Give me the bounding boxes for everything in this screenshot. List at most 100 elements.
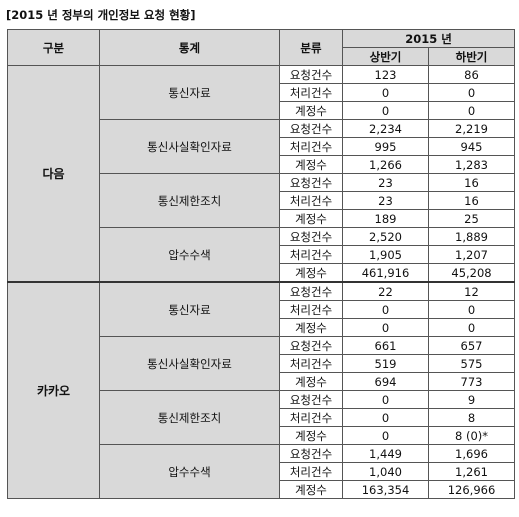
table-row: 처리건수 0 8 — [8, 408, 515, 427]
row-label: 계정수 — [279, 263, 343, 283]
category-name: 통신자료 — [99, 281, 280, 337]
row-label: 처리건수 — [279, 137, 343, 156]
row-label: 처리건수 — [279, 191, 343, 210]
row-label: 계정수 — [279, 101, 343, 120]
row-label: 처리건수 — [279, 245, 343, 264]
row-label: 요청건수 — [279, 281, 343, 301]
row-label: 계정수 — [279, 480, 343, 499]
second-half-value: 25 — [428, 209, 515, 228]
first-half-value: 2,520 — [342, 227, 429, 246]
privacy-request-table: 구분 통계 분류 2015 년 상반기 하반기 다음 통신자료 요청건수 123 86 처… — [7, 29, 515, 499]
row-label: 처리건수 — [279, 83, 343, 102]
group-name: 다음 — [7, 65, 100, 283]
first-half-value: 23 — [342, 173, 429, 192]
header-first-half: 상반기 — [342, 47, 429, 66]
second-half-value: 0 — [428, 83, 515, 102]
category-name: 압수수색 — [99, 444, 280, 499]
second-half-value: 945 — [428, 137, 515, 156]
second-half-value: 0 — [428, 101, 515, 120]
second-half-value: 16 — [428, 173, 515, 192]
table-row: 통신사실확인자료 요청건수 2,234 2,219 — [8, 119, 515, 174]
table-row: 다음 통신자료 요청건수 123 86 — [7, 65, 515, 283]
table-row: 계정수 189 25 — [8, 209, 515, 228]
table-row: 처리건수 519 575 — [8, 354, 515, 373]
table-row: 통신사실확인자료 요청건수 661 657 — [8, 336, 515, 391]
table-row: 처리건수 1,905 1,207 — [8, 245, 515, 264]
category-name: 통신제한조치 — [99, 173, 280, 228]
table-row: 압수수색 요청건수 2,520 1,889 — [8, 227, 515, 283]
table-row: 처리건수 1,040 1,261 — [8, 462, 515, 481]
first-half-value: 22 — [342, 281, 429, 301]
first-half-value: 995 — [342, 137, 429, 156]
second-half-value: 8 (0)* — [428, 426, 515, 445]
table-row: 카카오 통신자료 요청건수 22 12 — [7, 281, 515, 499]
first-half-value: 1,905 — [342, 245, 429, 264]
second-half-value: 2,219 — [428, 119, 515, 138]
first-half-value: 0 — [342, 426, 429, 445]
table-body: 다음 통신자료 요청건수 123 86 처리건수 0 0 계정수 0 0 통신사실확인자료 요청건수 2,… — [7, 65, 515, 499]
row-label: 계정수 — [279, 155, 343, 174]
row-label: 요청건수 — [279, 173, 343, 192]
row-label: 요청건수 — [279, 390, 343, 409]
first-half-value: 23 — [342, 191, 429, 210]
header-year: 2015 년 — [342, 29, 515, 48]
first-half-value: 2,234 — [342, 119, 429, 138]
first-half-value: 189 — [342, 209, 429, 228]
row-label: 처리건수 — [279, 462, 343, 481]
row-label: 처리건수 — [279, 300, 343, 319]
second-half-value: 1,696 — [428, 444, 515, 463]
second-half-value: 1,283 — [428, 155, 515, 174]
first-half-value: 0 — [342, 408, 429, 427]
row-label: 계정수 — [279, 209, 343, 228]
table-row: 계정수 694 773 — [8, 372, 515, 391]
second-half-value: 9 — [428, 390, 515, 409]
first-half-value: 461,916 — [342, 263, 429, 283]
second-half-value: 0 — [428, 318, 515, 337]
row-label: 요청건수 — [279, 119, 343, 138]
table-row: 계정수 163,354 126,966 — [8, 480, 515, 499]
second-half-value: 657 — [428, 336, 515, 355]
table-row: 계정수 0 0 — [8, 101, 515, 120]
table-row: 압수수색 요청건수 1,449 1,696 — [8, 444, 515, 499]
first-half-value: 123 — [342, 65, 429, 84]
first-half-value: 0 — [342, 83, 429, 102]
first-half-value: 1,266 — [342, 155, 429, 174]
table-row: 처리건수 23 16 — [8, 191, 515, 210]
table-row: 통신제한조치 요청건수 0 9 — [8, 390, 515, 445]
table-row: 처리건수 995 945 — [8, 137, 515, 156]
group-name: 카카오 — [7, 281, 100, 499]
row-label: 요청건수 — [279, 336, 343, 355]
first-half-value: 0 — [342, 390, 429, 409]
second-half-value: 8 — [428, 408, 515, 427]
page-title: [2015 년 정부의 개인정보 요청 현황] — [6, 8, 196, 22]
first-half-value: 1,449 — [342, 444, 429, 463]
category-name: 통신사실확인자료 — [99, 336, 280, 391]
header-second-half: 하반기 — [428, 47, 515, 66]
second-half-value: 0 — [428, 300, 515, 319]
first-half-value: 519 — [342, 354, 429, 373]
category-name: 압수수색 — [99, 227, 280, 283]
second-half-value: 1,207 — [428, 245, 515, 264]
table-row: 통신제한조치 요청건수 23 16 — [8, 173, 515, 228]
row-label: 계정수 — [279, 372, 343, 391]
second-half-value: 126,966 — [428, 480, 515, 499]
first-half-value: 163,354 — [342, 480, 429, 499]
table-row: 계정수 0 8 (0)* — [8, 426, 515, 445]
first-half-value: 0 — [342, 101, 429, 120]
header-bunryu: 분류 — [279, 29, 343, 66]
first-half-value: 0 — [342, 318, 429, 337]
row-label: 계정수 — [279, 318, 343, 337]
header-tonggye: 통계 — [99, 29, 280, 66]
category-name: 통신제한조치 — [99, 390, 280, 445]
category-name: 통신자료 — [99, 65, 280, 120]
row-label: 계정수 — [279, 426, 343, 445]
second-half-value: 575 — [428, 354, 515, 373]
row-label: 처리건수 — [279, 408, 343, 427]
second-half-value: 773 — [428, 372, 515, 391]
second-half-value: 16 — [428, 191, 515, 210]
row-label: 요청건수 — [279, 444, 343, 463]
row-label: 요청건수 — [279, 227, 343, 246]
table-row: 처리건수 0 0 — [8, 300, 515, 319]
first-half-value: 0 — [342, 300, 429, 319]
second-half-value: 86 — [428, 65, 515, 84]
